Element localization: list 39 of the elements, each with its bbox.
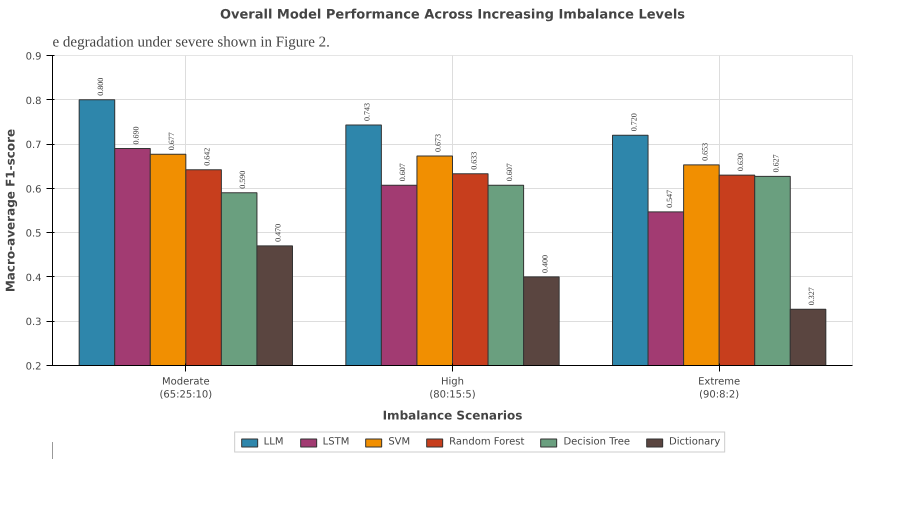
data-label: 0.630 [736,153,745,172]
y-tick-label: 0.7 [26,140,42,152]
data-label: 0.720 [629,113,638,132]
data-label: 0.673 [434,134,443,152]
legend-label: Random Forest [449,436,524,448]
legend-label: LSTM [322,436,350,448]
x-tick-label: Moderate (65:25:10) [159,376,212,401]
chart-title: Overall Model Performance Across Increasing Imbalance Levels [220,8,686,22]
y-tick-label: 0.5 [26,228,42,240]
data-label: 0.547 [664,190,674,208]
x-axis-title: Imbalance Scenarios [382,408,522,423]
y-axis-title: Macro-average F1-score [4,128,18,292]
legend-label: Dictionary [669,436,720,448]
data-label: 0.627 [772,154,780,172]
data-label: 0.607 [504,163,514,182]
legend-label: LLM [264,436,284,448]
data-label: 0.653 [700,142,710,161]
data-label: 0.607 [398,163,408,182]
y-tick-label: 0.9 [26,52,42,62]
y-tick-label: 0.4 [26,272,42,284]
y-tick-label: 0.3 [26,317,42,328]
data-label: 0.470 [274,224,283,242]
x-tick-label: Extreme (90:8:2) [698,376,740,401]
data-label: 0.327 [807,287,816,306]
data-label: 0.642 [202,148,212,166]
legend-label: Decision Tree [563,436,630,448]
data-label: 0.743 [362,103,372,122]
data-label: 0.800 [96,78,105,96]
y-tick-label: 0.2 [26,362,42,372]
data-label: 0.690 [132,126,140,144]
y-tick-label: 0.6 [26,184,42,196]
y-tick-label: 0.8 [26,96,42,107]
data-label: 0.400 [540,254,550,273]
data-label: 0.677 [167,132,176,150]
text: e degradation under severe shown in Figure 2. [52,34,330,50]
x-tick-label: High (80:15:5) [429,376,476,401]
data-label: 0.590 [238,170,248,189]
legend-label: SVM [388,436,410,448]
data-label: 0.633 [469,152,478,170]
